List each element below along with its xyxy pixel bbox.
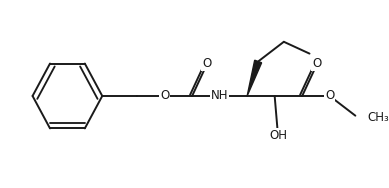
Text: NH: NH [211,89,228,102]
Text: O: O [160,89,169,102]
Polygon shape [247,60,262,96]
Text: CH₃: CH₃ [367,111,389,124]
Text: OH: OH [269,129,287,142]
Text: O: O [312,57,321,70]
Text: O: O [202,57,212,70]
Text: O: O [325,89,334,102]
